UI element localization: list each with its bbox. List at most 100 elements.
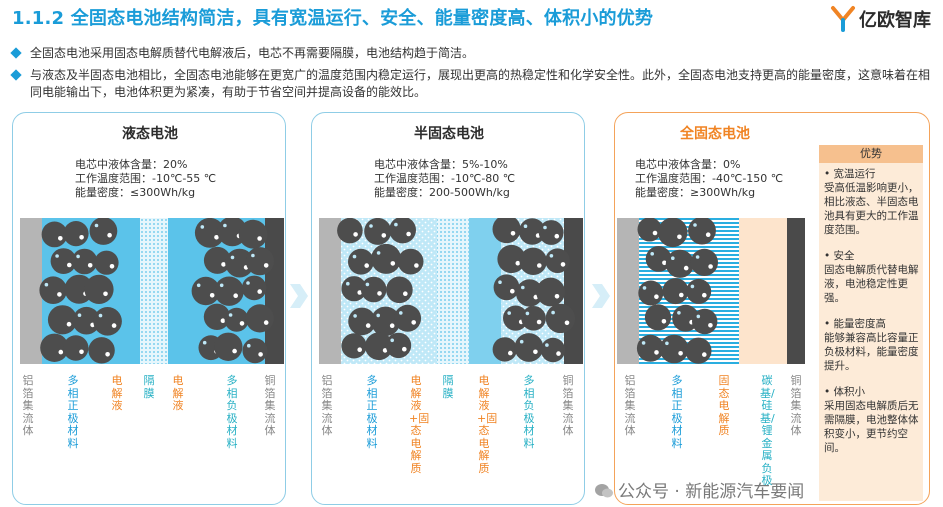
ion-dot	[510, 288, 515, 294]
advantage-item: • 能量密度高 能够兼容高比容量正负极材料，能量密度提升。	[824, 317, 919, 373]
ion-dot	[230, 255, 235, 260]
panel-all-solid-battery: 全固态电池 电芯中液体含量：0% 工作温度范围：-40℃-150 ℃ 能量密度：…	[614, 112, 930, 505]
ion-dot	[382, 348, 388, 353]
separator-layer	[140, 218, 168, 364]
spec-liquid-content: 电芯中液体含量：5%-10%	[374, 158, 508, 171]
electrode-particle	[514, 333, 544, 362]
layer-label: 铝箔集流体	[624, 374, 636, 437]
advantage-title: • 能量密度高	[824, 318, 887, 330]
layer-label: 电解液	[172, 374, 184, 412]
logo-icon	[831, 6, 855, 32]
layer-label: 电解液	[111, 374, 123, 412]
ion-dot	[389, 323, 395, 328]
ion-dot	[221, 262, 226, 267]
ion-dot	[678, 351, 683, 356]
panel-semi-solid-battery: 半固态电池 电芯中液体含量：5%-10% 工作温度范围：-10℃-80 ℃ 能量…	[311, 112, 585, 505]
ion-dot	[665, 341, 669, 346]
ion-dot	[508, 350, 513, 356]
chevron-right-icon	[592, 284, 610, 308]
ion-dot	[406, 231, 411, 237]
spec-energy-density: 能量密度：200-500Wh/kg	[374, 186, 510, 199]
advantage-text: 受高低温影响更小，相比液态、半固态电池具有更大的工作温度范围。	[824, 182, 919, 236]
electrode-particle	[39, 276, 67, 304]
logo: 亿欧智库	[830, 4, 938, 34]
ion-dot	[533, 349, 538, 355]
advantage-title: • 体积小	[824, 386, 866, 398]
electrode-particle	[245, 304, 274, 333]
layer-label: 多相负极材料	[523, 374, 535, 450]
electrode-particle	[348, 248, 374, 275]
ion-dot	[554, 294, 560, 299]
spec-energy-density: 能量密度：≥300Wh/kg	[635, 186, 756, 199]
ion-dot	[543, 225, 547, 230]
watermark: 公众号 · 新能源汽车要闻	[594, 477, 804, 502]
electrode-particle	[493, 274, 520, 301]
electrode-particle	[692, 308, 718, 335]
ion-dot	[247, 343, 251, 348]
ion-dot	[402, 346, 407, 352]
layer-label: 隔膜	[143, 374, 155, 400]
electrode-particle	[385, 332, 412, 359]
electrode-particle	[371, 243, 402, 274]
ion-dot	[661, 319, 667, 324]
ion-dot	[202, 340, 207, 345]
electrode-particle	[538, 220, 564, 245]
ion-dot	[263, 263, 269, 268]
ion-dot	[79, 349, 84, 355]
electrode-particle	[540, 337, 566, 363]
panel-title: 全固态电池	[680, 126, 750, 142]
electrode-particle	[492, 218, 521, 244]
ion-dot	[390, 261, 396, 266]
ion-dot	[263, 320, 269, 325]
spec-list: 电芯中液体含量：0% 工作温度范围：-40℃-150 ℃ 能量密度：≥300Wh…	[635, 158, 783, 200]
bullet-item: 全固态电池采用固态电解质替代电解液后，电芯不再需要隔膜，电池结构趋于简洁。	[10, 45, 932, 62]
ion-dot	[251, 253, 255, 258]
ion-dot	[411, 320, 416, 325]
electrode-particle	[665, 249, 694, 278]
electrode-particle	[657, 218, 688, 248]
panel-liquid-battery: 液态电池 电芯中液体含量：20% 工作温度范围：-10℃-55 ℃ 能量密度：≤…	[12, 112, 286, 505]
aluminum-collector-layer	[319, 218, 341, 364]
layer-label: 铜箔集流体	[790, 374, 802, 437]
electrode-particle	[497, 244, 526, 274]
electrode-particle	[214, 276, 244, 306]
ion-dot	[525, 311, 530, 316]
electrode-particle	[41, 221, 68, 248]
ion-dot	[683, 265, 689, 271]
ion-dot	[519, 339, 524, 344]
advantages-list: • 宽温运行 受高低温影响更小，相比液态、半固态电池具有更大的工作温度范围。 •…	[819, 163, 923, 455]
layer-label: 多相负极材料	[226, 374, 238, 450]
ion-dot	[357, 347, 362, 352]
ion-dot	[223, 223, 227, 228]
ion-dot	[642, 286, 647, 290]
ion-dot	[79, 235, 84, 240]
ion-dot	[510, 231, 516, 236]
electrode-particle	[638, 280, 664, 306]
ion-dot	[708, 323, 713, 328]
ion-dot	[58, 349, 64, 355]
layer-label: 铜箔集流体	[562, 374, 574, 437]
ion-dot	[390, 338, 394, 343]
electrode-particle	[644, 304, 672, 331]
electrode-particle	[63, 335, 89, 361]
spec-temperature-range: 工作温度范围：-40℃-150 ℃	[635, 172, 784, 185]
advantages-box: 优势 • 宽温运行 受高低温影响更小，相比液态、半固态电池具有更大的工作温度范围…	[819, 145, 923, 501]
electrode-particle	[88, 337, 115, 364]
electrode-particle	[662, 278, 689, 305]
electrode-particle	[245, 247, 274, 276]
ion-dot	[696, 314, 701, 319]
ion-dot	[650, 252, 654, 256]
spec-temperature-range: 工作温度范围：-10℃-80 ℃	[374, 172, 516, 185]
chevron-right-icon	[290, 284, 308, 308]
panel-title: 半固态电池	[414, 126, 484, 142]
electrode-particle	[241, 275, 267, 301]
ion-dot	[690, 284, 695, 289]
ion-dot	[414, 263, 419, 268]
ion-dot	[103, 291, 108, 297]
layer-label: 电解液+固态电解质	[409, 374, 430, 475]
electrode-particle	[242, 338, 268, 364]
ion-dot	[239, 321, 245, 326]
electrode-particle	[360, 276, 387, 303]
layer-label: 铜箔集流体	[264, 374, 276, 437]
electrode-particle	[40, 333, 69, 362]
